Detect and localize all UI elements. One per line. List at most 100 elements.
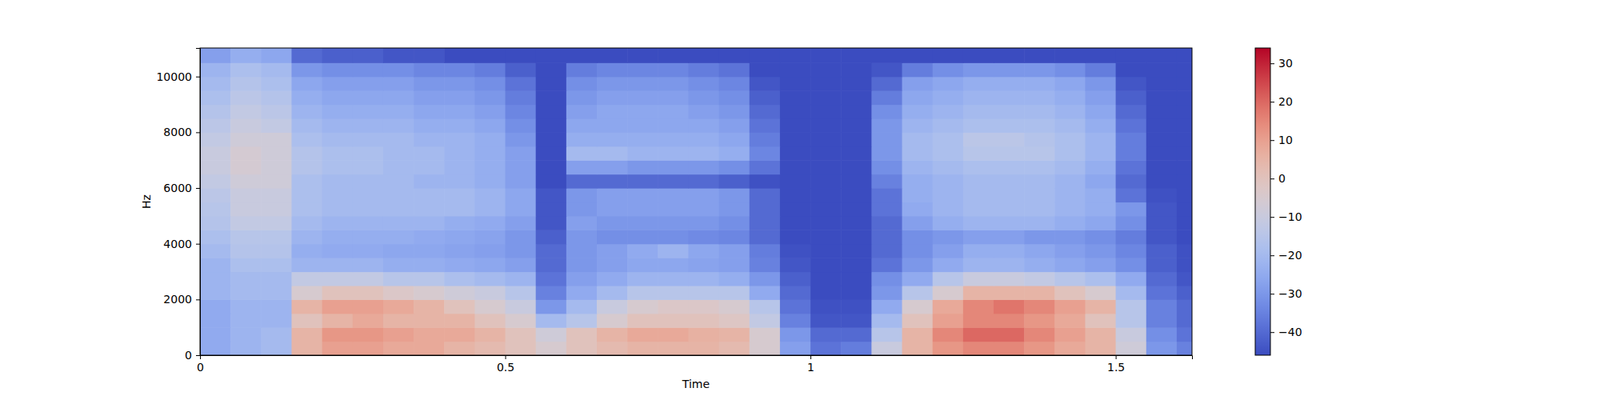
cell (322, 132, 354, 147)
cell (840, 285, 872, 300)
cell (1116, 146, 1148, 161)
cell (474, 62, 506, 77)
cell (993, 341, 1025, 356)
cell (260, 341, 292, 356)
cell (719, 160, 751, 175)
cell (1024, 174, 1056, 189)
cell (352, 174, 384, 189)
cell (200, 216, 232, 231)
cell (657, 62, 689, 77)
cell (871, 188, 903, 203)
cell (1146, 188, 1178, 203)
cell (200, 118, 232, 133)
cell (1116, 327, 1148, 342)
cell (810, 216, 842, 231)
cell (902, 285, 934, 300)
cell (902, 216, 934, 231)
cell (1024, 118, 1056, 133)
cell (932, 341, 964, 356)
cell (505, 327, 537, 342)
cell (505, 285, 537, 300)
cell (1054, 272, 1086, 287)
cell (322, 146, 354, 161)
cell (1116, 257, 1148, 272)
cell (596, 90, 628, 105)
cell (1024, 146, 1056, 161)
cell (749, 90, 781, 105)
cell (1054, 201, 1086, 216)
cell (688, 299, 720, 314)
cell (352, 118, 384, 133)
cell (749, 174, 781, 189)
cell (1146, 90, 1178, 105)
cell (871, 341, 903, 356)
cell (657, 285, 689, 300)
cell (719, 285, 751, 300)
tick: 0 (1270, 172, 1286, 185)
cell (627, 76, 659, 92)
cell (840, 299, 872, 314)
cell (840, 313, 872, 328)
tick: 30 (1270, 56, 1293, 70)
cell (230, 285, 262, 300)
cell (1146, 48, 1178, 64)
cell (566, 104, 598, 120)
cell (322, 313, 354, 328)
cell (413, 160, 445, 175)
cell (413, 62, 445, 77)
cell (505, 299, 537, 314)
cell (657, 76, 689, 92)
cell (627, 229, 659, 244)
cell (810, 76, 842, 92)
cell (322, 174, 354, 189)
cell (871, 160, 903, 175)
cell (902, 146, 934, 161)
cell (1054, 132, 1086, 147)
cell (1176, 132, 1192, 147)
cell (1116, 299, 1148, 314)
cell (993, 201, 1025, 216)
cell (1176, 48, 1192, 64)
cell (566, 62, 598, 77)
cell (627, 313, 659, 328)
cell (719, 104, 751, 120)
cell (902, 257, 934, 272)
cell (810, 257, 842, 272)
cell (993, 174, 1025, 189)
cell (444, 132, 476, 147)
cell (566, 201, 598, 216)
cell (1054, 188, 1086, 203)
cell (840, 62, 872, 77)
cell (932, 216, 964, 231)
cell (474, 341, 506, 356)
cell (780, 229, 812, 244)
cell (596, 229, 628, 244)
cell (749, 48, 781, 64)
tick-mark (505, 355, 507, 360)
cell (657, 216, 689, 231)
cell (352, 146, 384, 161)
cell (260, 272, 292, 287)
cell (322, 104, 354, 120)
cell (474, 132, 506, 147)
cell (780, 76, 812, 92)
cell (963, 257, 995, 272)
cell (413, 327, 445, 342)
cell (840, 174, 872, 189)
cell (1054, 299, 1086, 314)
cell (352, 299, 384, 314)
cell (1024, 244, 1056, 259)
cell (413, 118, 445, 133)
cell (840, 341, 872, 356)
cell (1024, 132, 1056, 147)
cell (383, 118, 415, 133)
tick: −10 (1270, 210, 1303, 224)
cell (719, 188, 751, 203)
cell (749, 62, 781, 77)
cell (566, 341, 598, 356)
cell (200, 272, 232, 287)
cell (352, 76, 384, 92)
cell (444, 188, 476, 203)
cell (749, 104, 781, 120)
cell (963, 341, 995, 356)
